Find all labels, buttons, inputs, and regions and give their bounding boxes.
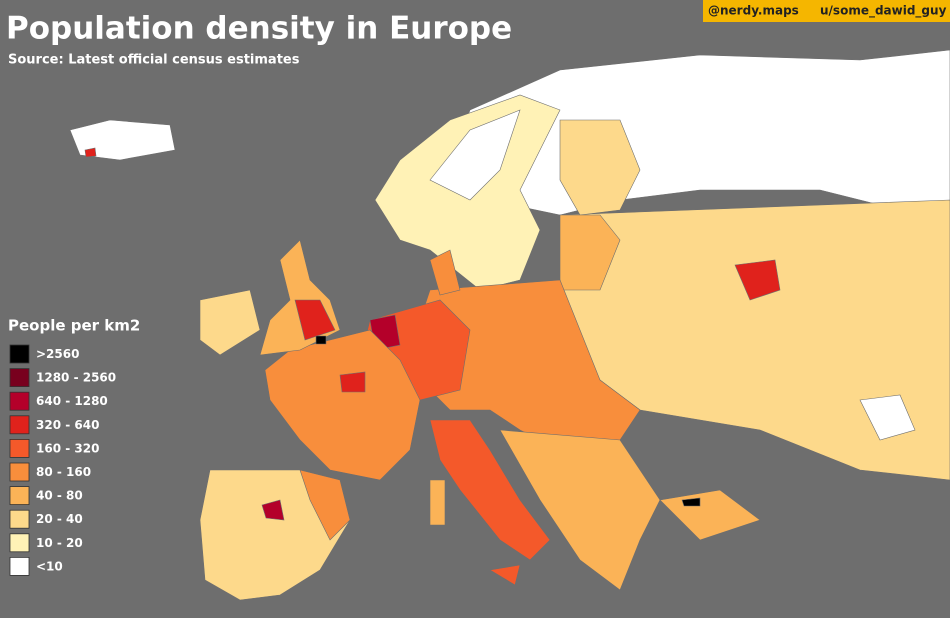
subtitle: Source: Latest official census estimates xyxy=(8,53,300,68)
legend-swatch xyxy=(9,438,30,458)
land xyxy=(69,49,950,601)
legend-swatch xyxy=(9,462,30,482)
legend-swatch xyxy=(9,533,30,553)
legend-swatch xyxy=(9,486,30,506)
legend-swatch xyxy=(9,344,30,364)
legend-label: 320 - 640 xyxy=(36,418,99,432)
instagram-handle: @nerdy.maps xyxy=(708,4,799,18)
legend-label: 1280 - 2560 xyxy=(36,371,116,385)
title: Population density in Europe xyxy=(6,11,512,47)
legend: >2560 1280 - 2560 640 - 1280 320 - 640 160 -… xyxy=(9,344,116,576)
legend-title: People per km2 xyxy=(8,317,140,335)
legend-swatch xyxy=(9,415,30,435)
reddit-handle: u/some_dawid_guy xyxy=(820,4,947,19)
legend-label: 40 - 80 xyxy=(36,489,83,503)
legend-label: 10 - 20 xyxy=(36,536,83,550)
legend-swatch xyxy=(9,509,30,529)
legend-label: 80 - 160 xyxy=(36,465,91,479)
legend-label: >2560 xyxy=(36,347,79,361)
legend-label: 640 - 1280 xyxy=(36,394,108,408)
credits-box xyxy=(703,0,950,22)
legend-swatch xyxy=(9,368,30,388)
legend-label: <10 xyxy=(36,559,63,573)
legend-label: 160 - 320 xyxy=(36,441,99,455)
legend-swatch xyxy=(9,391,30,411)
legend-label: 20 - 40 xyxy=(36,512,83,526)
legend-swatch xyxy=(9,557,30,576)
